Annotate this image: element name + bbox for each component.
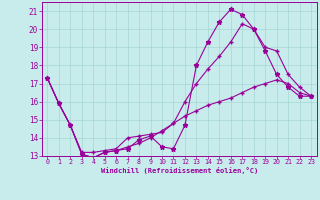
X-axis label: Windchill (Refroidissement éolien,°C): Windchill (Refroidissement éolien,°C) (100, 167, 258, 174)
